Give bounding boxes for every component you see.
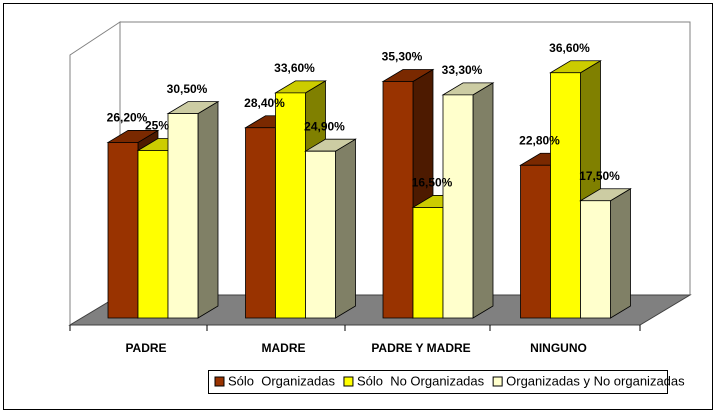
bar-front [107,142,139,319]
legend [208,370,668,394]
value-label: 24,90% [304,119,345,133]
value-label: 26,20% [107,111,148,125]
value-label: 16,50% [412,176,453,190]
value-label: 17,50% [579,169,620,183]
bar-front [275,92,306,319]
value-label: 36,60% [549,41,590,55]
bar [579,188,632,319]
legend-swatch [492,376,503,387]
x-tick-label: PADRE [125,341,166,355]
bar [441,82,495,319]
value-label: 28,40% [244,96,285,110]
bar-front [137,150,169,319]
x-tick-label: NINGUNO [530,341,587,355]
bar [304,138,357,319]
bar [166,100,220,319]
bar-front [442,94,474,319]
value-label: 25% [145,119,169,133]
legend-swatch [343,376,354,387]
legend-label: Sólo No Organizadas [357,373,485,388]
bar-front [520,164,551,319]
value-label: 33,60% [274,61,315,75]
bar-front [382,81,414,319]
x-tick-label: PADRE Y MADRE [371,341,470,355]
bar-side [335,138,356,319]
bar-front [245,127,276,319]
legend-swatch [214,376,225,387]
value-label: 35,30% [382,50,423,64]
bar-front [167,113,199,319]
legend-label: Organizadas y No organizadas [506,373,685,388]
value-label: 33,30% [442,63,483,77]
x-tick-label: MADRE [262,341,306,355]
bar-side [197,100,219,319]
value-label: 22,80% [519,133,560,147]
bar-front [550,72,581,319]
bar-side [472,82,494,319]
bar-front [412,207,444,319]
value-label: 30,50% [167,82,208,96]
bar-side [610,188,631,319]
legend-label: Sólo Organizadas [228,373,335,388]
bar [381,68,435,319]
x-ticks [69,325,641,331]
bar-front [305,150,336,319]
bar-front [580,200,611,319]
